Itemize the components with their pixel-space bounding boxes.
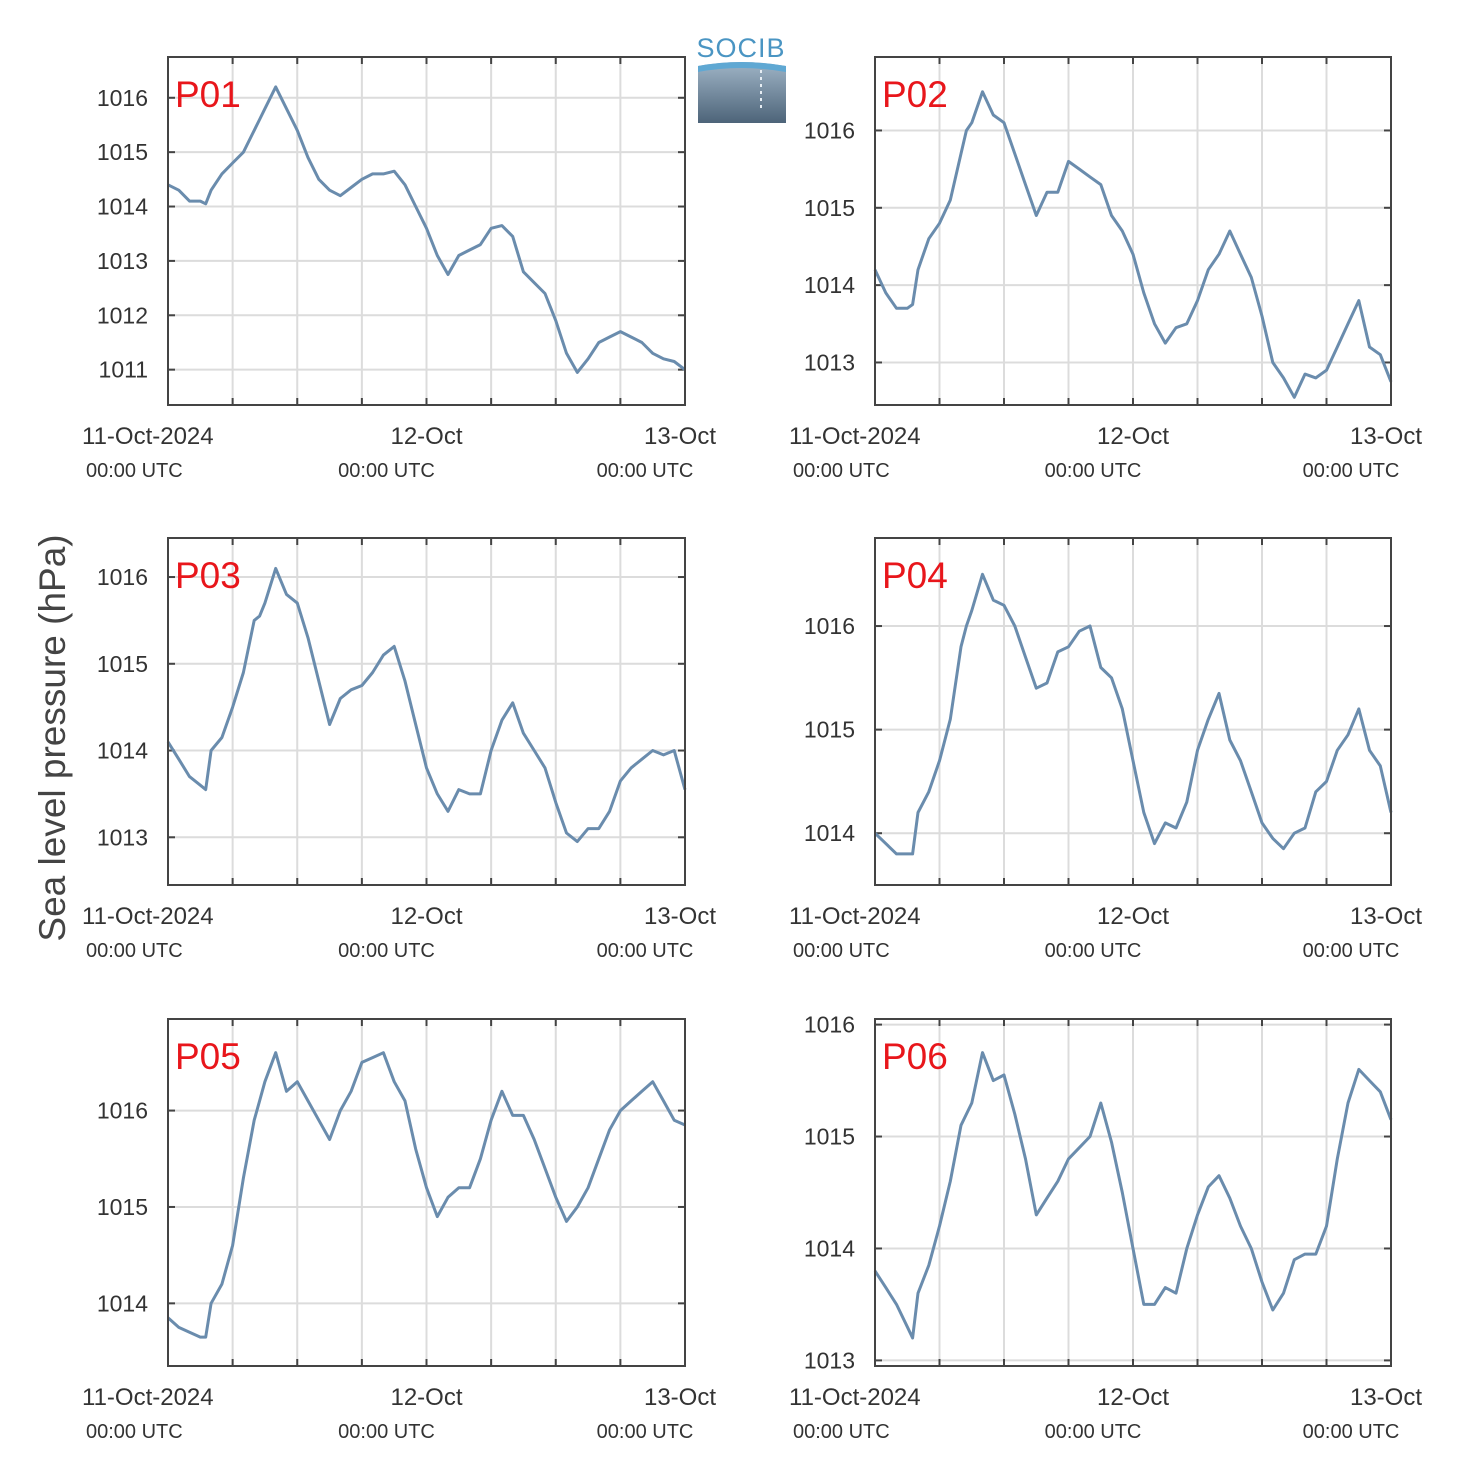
x-time-label: 00:00 UTC: [86, 1421, 183, 1443]
y-tick-label: 1014: [804, 272, 855, 298]
y-axis-label: Sea level pressure (hPa): [32, 534, 73, 941]
socib-logo-top-band: [698, 62, 786, 72]
x-time-label: 00:00 UTC: [597, 1421, 694, 1443]
x-time-label: 00:00 UTC: [793, 940, 890, 962]
x-date-label: 13-Oct: [644, 423, 716, 450]
chart-panel-6: 1013 1014 1015 1016 P06 11-Oct-2024 00:00 UTC 1…: [789, 1012, 1422, 1443]
y-tick-label: 1014: [97, 738, 148, 764]
y-tick-label: 1015: [804, 195, 855, 221]
y-tick-label: 1014: [97, 1290, 148, 1316]
x-time-label: 00:00 UTC: [86, 460, 183, 482]
panel-label: P03: [175, 555, 241, 596]
series-line-P04: [873, 572, 1393, 856]
x-date-label: 13-Oct: [1350, 1384, 1422, 1411]
x-time-label: 00:00 UTC: [1045, 940, 1142, 962]
y-tick-label: 1014: [804, 1235, 855, 1261]
y-tick-label: 1016: [804, 1012, 855, 1038]
series-line-P06: [873, 1051, 1393, 1340]
x-date-label: 11-Oct-2024: [82, 903, 214, 930]
x-time-label: 00:00 UTC: [338, 460, 435, 482]
x-date-label: 11-Oct-2024: [789, 423, 921, 450]
plot-frame: [167, 1018, 686, 1367]
x-date-label: 12-Oct: [390, 1384, 462, 1411]
y-tick-label: 1016: [804, 613, 855, 639]
series-line-P02: [873, 90, 1393, 399]
chart-panel-2: 1013 1014 1015 1016 P02 11-Oct-2024 00:00 UTC 1…: [789, 56, 1422, 482]
y-tick-label: 1013: [97, 248, 148, 274]
y-tick-label: 1015: [804, 1124, 855, 1150]
y-tick-label: 1012: [97, 302, 148, 328]
plot-frame: [874, 56, 1392, 406]
x-date-label: 12-Oct: [390, 423, 462, 450]
x-time-label: 00:00 UTC: [1303, 460, 1400, 482]
x-time-label: 00:00 UTC: [597, 460, 694, 482]
socib-logo-wave: [698, 62, 786, 123]
x-time-label: 00:00 UTC: [1045, 460, 1142, 482]
panel-label: P02: [882, 74, 948, 115]
x-time-label: 00:00 UTC: [86, 940, 183, 962]
chart-panel-5: 1014 1015 1016 P05 11-Oct-2024 00:00 UTC 12-Oc…: [82, 1018, 716, 1443]
x-date-label: 12-Oct: [1097, 1384, 1169, 1411]
y-tick-label: 1016: [804, 117, 855, 143]
x-time-label: 00:00 UTC: [793, 460, 890, 482]
y-tick-label: 1016: [97, 85, 148, 111]
plot-frame: [874, 1018, 1392, 1367]
x-date-label: 12-Oct: [1097, 903, 1169, 930]
chart-panel-4: 1014 1015 1016 P04 11-Oct-2024 00:00 UTC 12-Oc…: [789, 537, 1422, 962]
x-time-label: 00:00 UTC: [793, 1421, 890, 1443]
socib-logo-text: SOCIB: [696, 33, 785, 63]
x-date-label: 11-Oct-2024: [789, 1384, 921, 1411]
y-tick-label: 1014: [804, 820, 855, 846]
y-tick-label: 1015: [97, 651, 148, 677]
x-time-label: 00:00 UTC: [1045, 1421, 1142, 1443]
series-line-P01: [167, 85, 686, 374]
x-date-label: 13-Oct: [644, 903, 716, 930]
x-time-label: 00:00 UTC: [338, 1421, 435, 1443]
panel-label: P01: [175, 74, 241, 115]
x-date-label: 13-Oct: [1350, 903, 1422, 930]
plot-frame: [167, 537, 686, 886]
x-date-label: 13-Oct: [644, 1384, 716, 1411]
x-time-label: 00:00 UTC: [1303, 1421, 1400, 1443]
y-tick-label: 1011: [99, 357, 148, 383]
panel-label: P06: [882, 1036, 948, 1077]
series-line-P03: [166, 566, 687, 844]
plot-frame: [874, 537, 1392, 886]
socib-logo: SOCIB: [696, 33, 786, 123]
panel-label: P05: [175, 1036, 241, 1077]
y-tick-label: 1015: [804, 717, 855, 743]
x-time-label: 00:00 UTC: [338, 940, 435, 962]
y-tick-label: 1013: [804, 1347, 855, 1373]
y-tick-label: 1015: [97, 139, 148, 165]
panel-label: P04: [882, 555, 948, 596]
x-date-label: 12-Oct: [390, 903, 462, 930]
x-date-label: 12-Oct: [1097, 423, 1169, 450]
x-time-label: 00:00 UTC: [597, 940, 694, 962]
y-tick-label: 1016: [97, 1098, 148, 1124]
y-tick-label: 1014: [97, 194, 148, 220]
chart-panel-1: 1011 1012 1013 1014 1015 1016 P01 11-Oct-2024 00…: [82, 56, 716, 482]
y-tick-label: 1015: [97, 1194, 148, 1220]
chart-panel-3: 1013 1014 1015 1016 P03 11-Oct-2024 00:00 UTC 1…: [82, 537, 716, 962]
y-tick-label: 1016: [97, 564, 148, 590]
series-line-P05: [167, 1051, 686, 1339]
y-tick-label: 1013: [97, 824, 148, 850]
x-date-label: 11-Oct-2024: [82, 1384, 214, 1411]
x-date-label: 11-Oct-2024: [789, 903, 921, 930]
x-time-label: 00:00 UTC: [1303, 940, 1400, 962]
x-date-label: 11-Oct-2024: [82, 423, 214, 450]
y-tick-label: 1013: [804, 349, 855, 375]
plot-frame: [167, 56, 686, 406]
x-date-label: 13-Oct: [1350, 423, 1422, 450]
